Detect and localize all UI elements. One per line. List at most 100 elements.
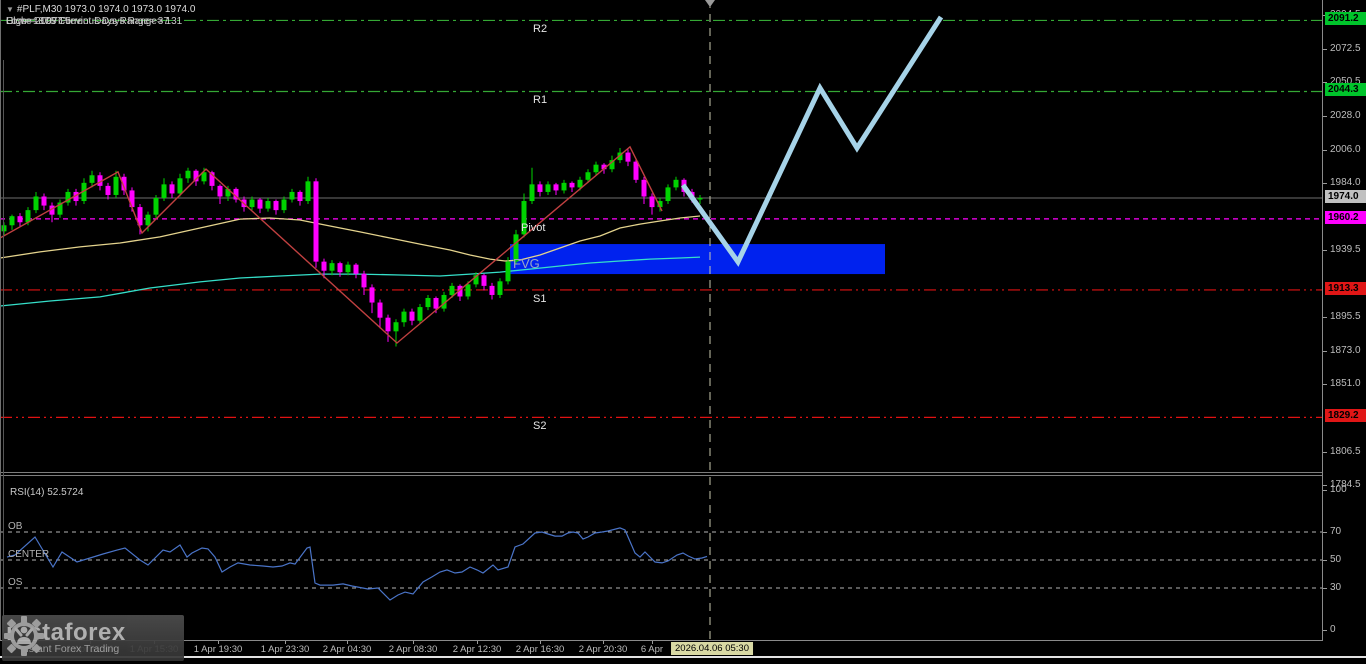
price-badge-1829.2: 1829.2 bbox=[1325, 409, 1366, 423]
candle-body bbox=[297, 191, 303, 202]
candle-body bbox=[257, 199, 263, 209]
rsi-axis-tick-mark bbox=[1323, 490, 1327, 491]
candle-body bbox=[441, 294, 447, 309]
candle-body bbox=[337, 263, 343, 273]
candle-body bbox=[305, 181, 311, 202]
candle-body bbox=[321, 261, 327, 271]
candle-body bbox=[385, 317, 391, 332]
candle-body bbox=[417, 307, 423, 321]
candle-body bbox=[569, 182, 575, 188]
candle-body bbox=[33, 196, 39, 211]
fast-ma-line bbox=[0, 215, 701, 262]
candle-body bbox=[105, 185, 111, 195]
price-axis-label: 1851.0 bbox=[1330, 378, 1361, 390]
candle-body bbox=[393, 322, 399, 332]
rsi-ob-label: OB bbox=[8, 521, 23, 532]
price-axis-label: 1784.5 bbox=[1330, 479, 1361, 491]
candle-body bbox=[521, 201, 527, 235]
price-axis-label: 1806.5 bbox=[1330, 445, 1361, 457]
candle-body bbox=[345, 264, 351, 273]
chart-left-inner-border bbox=[3, 60, 4, 640]
symbol-dropdown-icon[interactable]: ▼ bbox=[6, 5, 14, 14]
time-tick-mark bbox=[603, 641, 604, 644]
time-tick-mark bbox=[477, 641, 478, 644]
panel-separator-bottom-line[interactable] bbox=[0, 475, 1322, 476]
candle-body bbox=[41, 196, 47, 206]
price-badge-2044.3: 2044.3 bbox=[1325, 83, 1366, 97]
price-axis-tick-mark bbox=[1323, 316, 1327, 318]
price-axis-tick-mark bbox=[1323, 116, 1327, 118]
price-axis[interactable]: 2094.52072.52050.52028.02006.01984.01939… bbox=[1322, 0, 1366, 640]
candle-body bbox=[193, 170, 199, 182]
candle-body bbox=[121, 176, 127, 191]
candle-body bbox=[585, 172, 591, 180]
candle-body bbox=[577, 179, 583, 188]
time-tick-mark bbox=[540, 641, 541, 644]
candle-body bbox=[161, 184, 167, 198]
candle-body bbox=[361, 273, 367, 288]
candle-body bbox=[49, 205, 55, 215]
rsi-center-label: CENTER bbox=[8, 549, 50, 560]
time-axis-label: 2 Apr 12:30 bbox=[452, 644, 502, 655]
candle-body bbox=[249, 199, 255, 208]
fvg-zone-rect bbox=[510, 244, 885, 275]
price-axis-tick-mark bbox=[1323, 451, 1327, 453]
candle-body bbox=[625, 152, 631, 162]
candle-body bbox=[505, 261, 511, 282]
rsi-axis-label: 0 bbox=[1330, 624, 1336, 635]
candle-body bbox=[657, 201, 663, 208]
candle-body bbox=[329, 263, 335, 271]
candle-body bbox=[113, 176, 119, 195]
candle-body bbox=[57, 202, 63, 215]
candle-body bbox=[177, 178, 183, 194]
candle-body bbox=[401, 311, 407, 323]
price-axis-label: 2006.0 bbox=[1330, 143, 1361, 155]
candle-body bbox=[1, 225, 7, 232]
candle-body bbox=[649, 196, 655, 208]
candle-body bbox=[449, 285, 455, 295]
time-axis[interactable]: 1 Apr 11:301 Apr 15:301 Apr 19:301 Apr 2… bbox=[0, 641, 1366, 656]
price-axis-tick-mark bbox=[1323, 351, 1327, 352]
price-axis-tick-mark bbox=[1323, 48, 1327, 50]
candle-body bbox=[561, 182, 567, 191]
candle-body bbox=[473, 275, 479, 285]
candle-body bbox=[273, 201, 279, 211]
rsi-os-label: OS bbox=[8, 577, 23, 588]
main-chart-svg[interactable] bbox=[0, 0, 1322, 473]
price-axis-label: 1873.0 bbox=[1330, 345, 1361, 356]
price-axis-tick-mark bbox=[1323, 485, 1327, 487]
price-axis-label: 2050.5 bbox=[1330, 76, 1361, 88]
level-label-s2: S2 bbox=[533, 420, 547, 433]
rsi-axis-tick-mark bbox=[1323, 588, 1327, 589]
rsi-indicator-title: RSI(14) 52.5724 bbox=[10, 487, 84, 498]
candle-body bbox=[9, 216, 15, 226]
instaforex-gear-icon bbox=[4, 616, 44, 656]
rsi-axis-tick-mark bbox=[1323, 532, 1327, 533]
candle-body bbox=[209, 172, 215, 186]
chart-info-block: ▼ #PLF,M30 1973.0 1974.0 1973.0 1974.0 Hi… bbox=[6, 4, 195, 27]
candle-body bbox=[153, 198, 159, 215]
candle-body bbox=[697, 198, 703, 200]
candle-body bbox=[81, 182, 87, 202]
price-axis-label: 1939.5 bbox=[1330, 244, 1361, 256]
vline-top-triangle-icon bbox=[705, 0, 715, 7]
candle-body bbox=[281, 199, 287, 211]
time-tick-mark bbox=[347, 641, 348, 644]
slow-ma-line bbox=[0, 256, 701, 307]
candle-body bbox=[89, 175, 95, 183]
time-axis-label: 2 Apr 16:30 bbox=[515, 644, 565, 655]
rsi-axis-tick-mark bbox=[1323, 630, 1327, 631]
candle-body bbox=[665, 187, 671, 202]
day-stat-line: Close= 1997.5 bbox=[6, 16, 71, 27]
time-tick-mark bbox=[652, 641, 653, 644]
level-label-r2: R2 bbox=[533, 23, 548, 36]
candle-body bbox=[457, 285, 463, 297]
candle-body bbox=[25, 210, 31, 223]
price-axis-tick-mark bbox=[1323, 149, 1327, 151]
candle-body bbox=[425, 297, 431, 308]
panel-separator-top-line[interactable] bbox=[0, 472, 1322, 473]
rsi-panel-svg[interactable] bbox=[0, 477, 1322, 640]
rsi-axis-label: 70 bbox=[1330, 526, 1342, 537]
rsi-axis-label: 50 bbox=[1330, 554, 1342, 565]
candle-body bbox=[201, 172, 207, 182]
